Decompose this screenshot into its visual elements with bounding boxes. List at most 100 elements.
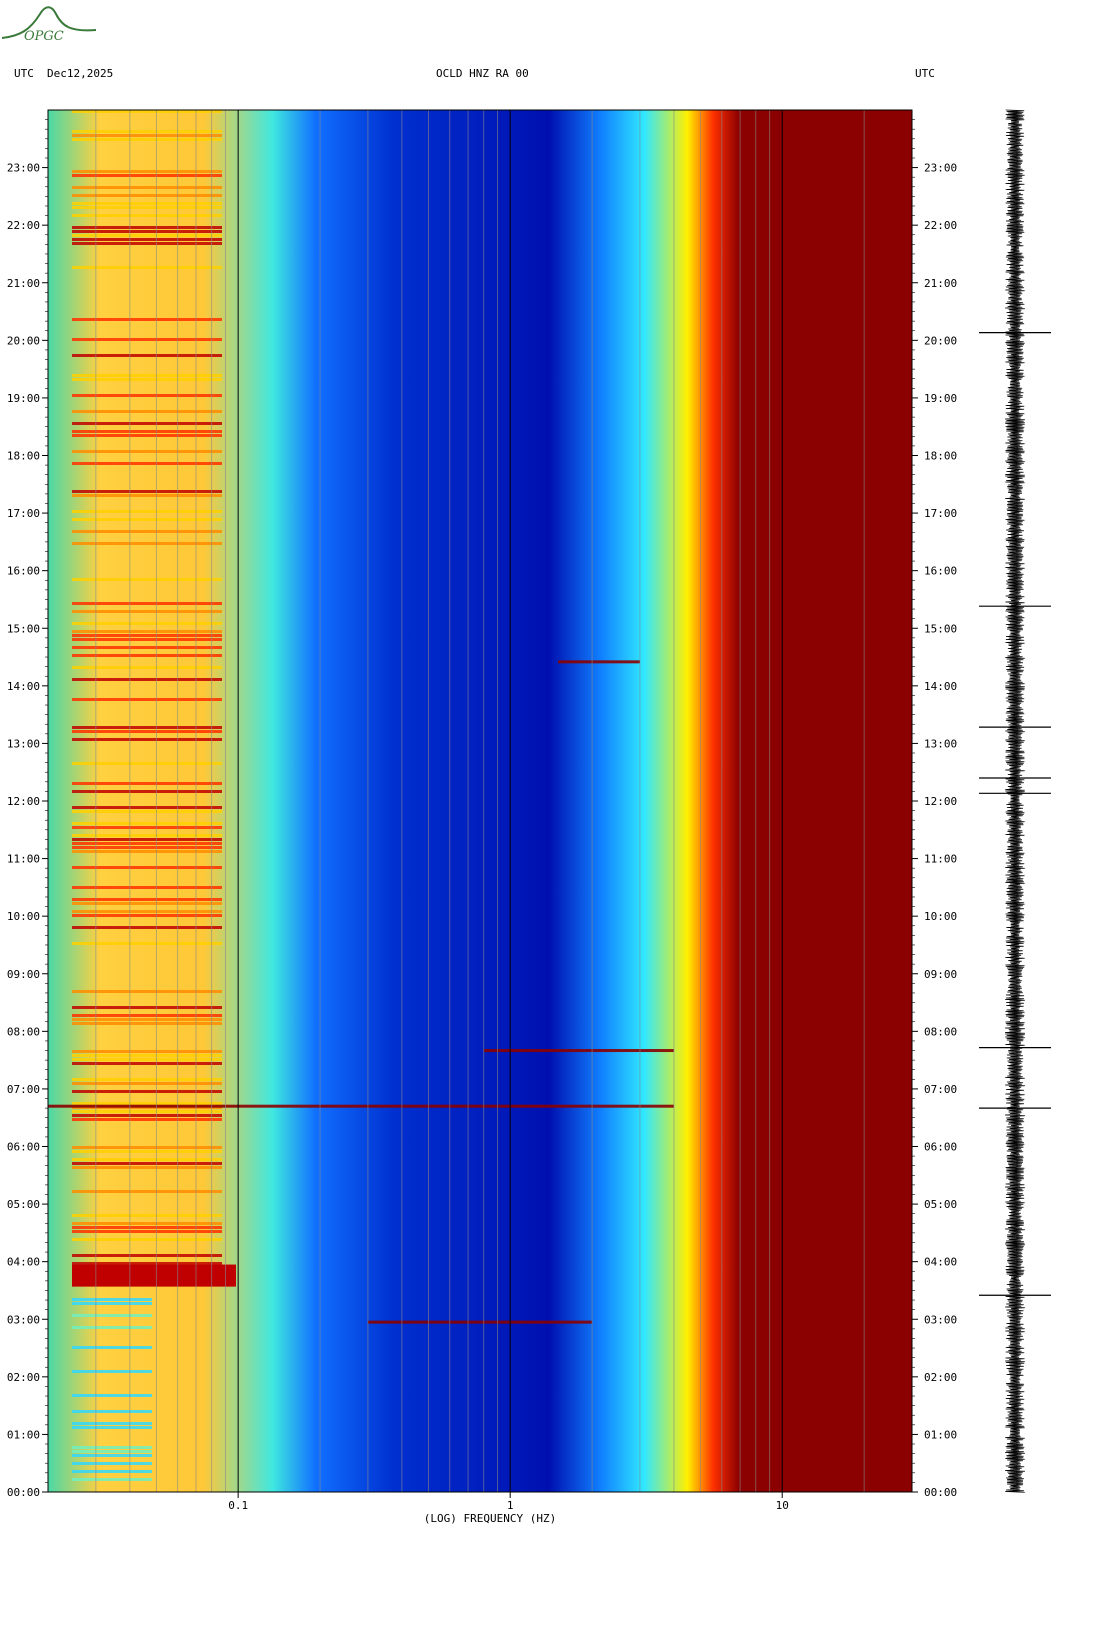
heatmap-row <box>72 462 222 465</box>
heatmap-row <box>72 1058 222 1061</box>
heatmap-row <box>72 234 222 237</box>
heatmap-row <box>72 494 222 497</box>
heatmap-row <box>72 226 222 229</box>
heatmap-row <box>72 410 222 413</box>
heatmap-row <box>72 1450 152 1453</box>
heatmap-row <box>72 1190 222 1193</box>
y-tick-label-right: 00:00 <box>924 1486 957 1499</box>
heatmap-row <box>72 354 222 357</box>
y-tick-label-right: 18:00 <box>924 450 957 463</box>
y-tick-label-right: 14:00 <box>924 680 957 693</box>
heatmap-row <box>72 942 222 945</box>
heatmap-row <box>72 530 222 533</box>
heatmap-row <box>72 1326 152 1329</box>
time-axis: 00:00 00:00 01:00 01:00 02:00 02:00 03:00 03:00… <box>7 119 957 1499</box>
heatmap-row <box>72 430 222 433</box>
heatmap-row <box>72 194 222 197</box>
heatmap-row <box>72 378 222 381</box>
logo-volcano-line <box>1 6 97 39</box>
heatmap-row <box>72 822 222 825</box>
opgc-logo: OPGC <box>1 6 97 44</box>
event-line <box>483 1049 674 1053</box>
heatmap-row <box>72 1082 222 1085</box>
heatmap-row <box>72 1114 222 1117</box>
heatmap-row <box>72 1478 152 1481</box>
heatmap-row <box>72 1166 222 1169</box>
heatmap-row <box>72 698 222 701</box>
heatmap-row <box>72 646 222 649</box>
heatmap-row <box>72 110 222 113</box>
heatmap-row <box>72 214 222 217</box>
heatmap-row <box>72 846 222 849</box>
y-tick-label-right: 09:00 <box>924 968 957 981</box>
header-left-zone: UTC <box>14 67 34 80</box>
event-lines <box>48 660 674 1324</box>
heatmap-row <box>72 990 222 993</box>
y-tick-label-left: 10:00 <box>7 910 40 923</box>
y-tick-label-right: 03:00 <box>924 1313 957 1326</box>
heatmap-row <box>72 510 222 513</box>
heatmap-row <box>72 1238 222 1241</box>
heatmap-row <box>72 622 222 625</box>
heatmap-row <box>72 206 222 209</box>
y-tick-label-left: 04:00 <box>7 1256 40 1269</box>
heatmap-row <box>72 1370 152 1373</box>
y-tick-label-left: 11:00 <box>7 853 40 866</box>
x-tick-label: 0.1 <box>228 1499 248 1512</box>
heatmap-row <box>72 1264 236 1287</box>
heatmap-row <box>72 1110 222 1113</box>
heatmap-row <box>72 1146 222 1149</box>
header-right-zone: UTC <box>915 67 935 80</box>
heatmap-row <box>72 1214 222 1217</box>
heatmap-row <box>72 914 222 917</box>
y-tick-label-left: 16:00 <box>7 565 40 578</box>
y-tick-label-right: 01:00 <box>924 1428 957 1441</box>
heatmap-row <box>72 638 222 641</box>
heatmap-row <box>72 886 222 889</box>
heatmap-row <box>72 730 222 733</box>
y-tick-label-right: 08:00 <box>924 1025 957 1038</box>
y-tick-label-left: 02:00 <box>7 1371 40 1384</box>
heatmap-row <box>72 782 222 785</box>
heatmap-row <box>72 1394 152 1397</box>
heatmap-row <box>72 1462 152 1465</box>
event-line <box>558 660 640 664</box>
heatmap-row <box>72 610 222 613</box>
y-tick-label-right: 04:00 <box>924 1256 957 1269</box>
heatmap-row <box>72 1158 222 1161</box>
y-tick-label-left: 05:00 <box>7 1198 40 1211</box>
heatmap-row <box>72 806 222 809</box>
y-tick-label-right: 13:00 <box>924 737 957 750</box>
heatmap-row <box>72 866 222 869</box>
heatmap-row <box>72 318 222 321</box>
y-tick-label-left: 13:00 <box>7 737 40 750</box>
heatmap-row <box>72 634 222 637</box>
y-tick-label-right: 20:00 <box>924 334 957 347</box>
heatmap-row <box>72 1422 152 1425</box>
heatmap-row <box>72 422 222 425</box>
heatmap-rows <box>72 110 236 1481</box>
heatmap-row <box>72 338 222 341</box>
y-tick-label-right: 16:00 <box>924 565 957 578</box>
heatmap-row <box>72 1162 222 1165</box>
heatmap-row <box>72 838 222 841</box>
heatmap-row <box>72 450 222 453</box>
y-tick-label-right: 11:00 <box>924 853 957 866</box>
heatmap-row <box>72 134 222 137</box>
heatmap-row <box>72 850 222 853</box>
y-tick-label-right: 06:00 <box>924 1141 957 1154</box>
heatmap-row <box>72 542 222 545</box>
heatmap-row <box>72 1230 222 1233</box>
heatmap-row <box>72 1262 222 1265</box>
heatmap-row <box>72 726 222 729</box>
heatmap-row <box>72 1470 152 1473</box>
heatmap-row <box>72 186 222 189</box>
y-tick-label-left: 08:00 <box>7 1025 40 1038</box>
heatmap-row <box>72 762 222 765</box>
y-tick-label-right: 22:00 <box>924 219 957 232</box>
y-tick-label-right: 02:00 <box>924 1371 957 1384</box>
heatmap-row <box>72 1062 222 1065</box>
header-station: OCLD HNZ RA 00 <box>436 67 529 80</box>
heatmap-row <box>72 242 222 245</box>
